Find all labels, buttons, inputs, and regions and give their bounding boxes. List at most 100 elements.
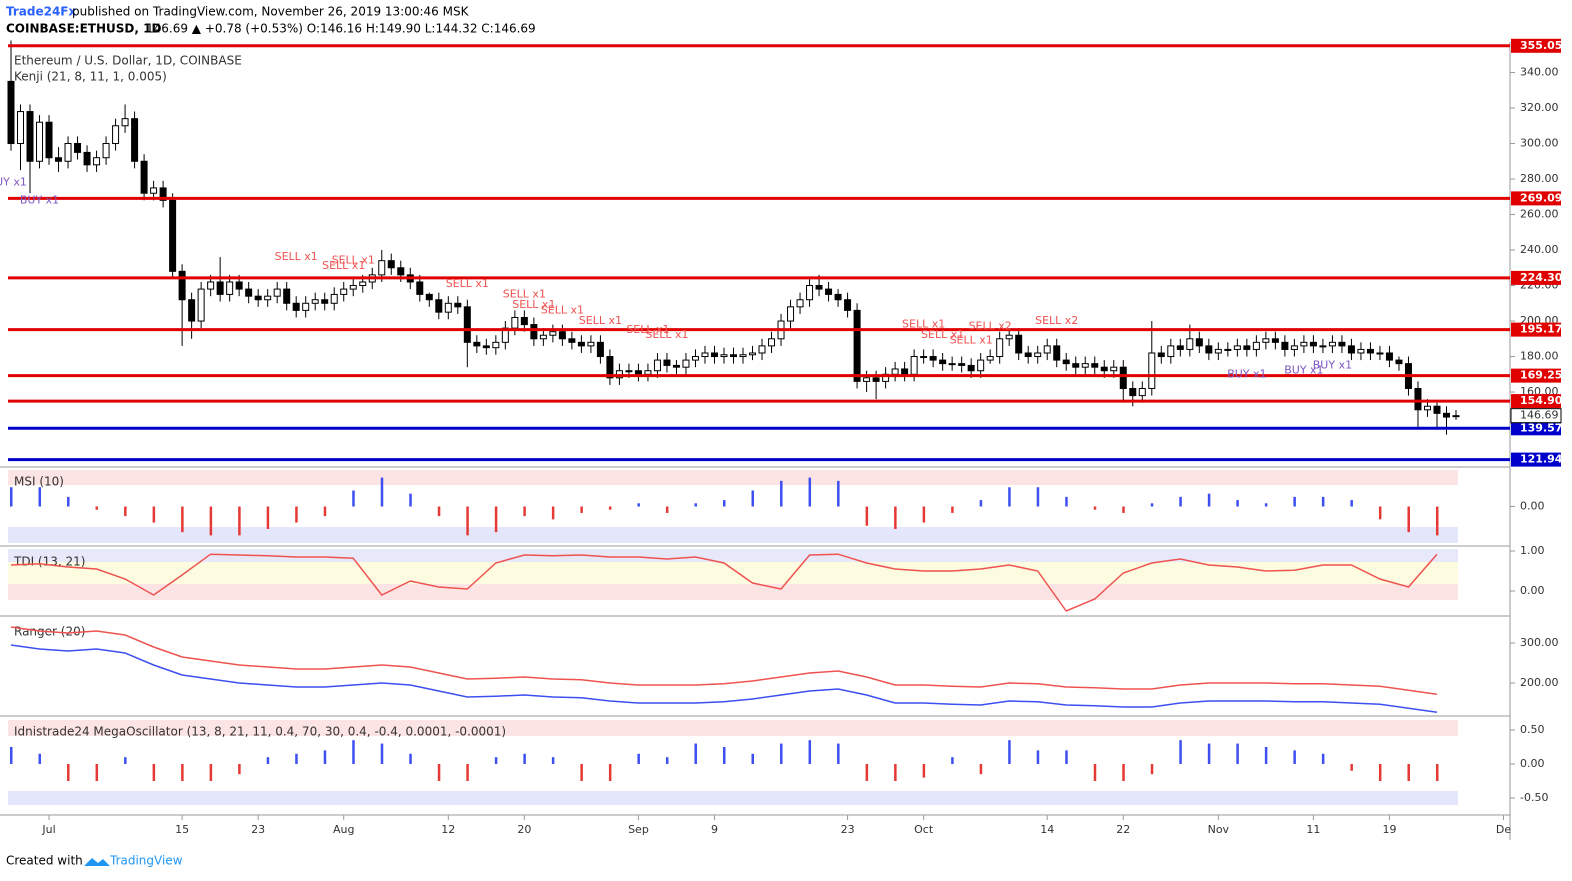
- candle-body: [653, 359, 661, 372]
- last-price: 146.69: [1520, 409, 1559, 422]
- candle-body: [1148, 352, 1156, 389]
- candle-body: [1281, 341, 1289, 350]
- level-tag: [1511, 394, 1561, 409]
- histogram-bar: [751, 490, 755, 507]
- candle-body: [672, 364, 680, 368]
- candle-body: [121, 118, 129, 127]
- histogram-bar: [951, 506, 954, 513]
- histogram-bar: [979, 763, 983, 775]
- candle-body: [1452, 415, 1460, 418]
- y-tick-label: 280.00: [1520, 172, 1559, 185]
- signal-label: BUY x1: [20, 193, 59, 206]
- x-tick-label: 23: [841, 823, 855, 836]
- histogram-bar: [865, 763, 869, 781]
- signal-label: SELL x1: [322, 259, 365, 272]
- level-label: 195.17: [1520, 323, 1562, 336]
- candle-body: [102, 143, 110, 159]
- level-tag: [1511, 421, 1561, 436]
- candle-body: [568, 338, 576, 343]
- histogram-bar: [238, 763, 241, 775]
- histogram-bar: [1065, 496, 1068, 507]
- candle-body: [1072, 363, 1080, 368]
- candle-body: [853, 309, 861, 382]
- candle-body: [663, 359, 671, 366]
- histogram-bar: [1093, 506, 1097, 510]
- mega-upper-band: [8, 720, 1458, 736]
- candle-body: [758, 345, 766, 354]
- histogram-bar: [780, 743, 783, 764]
- candle-body: [1385, 352, 1393, 361]
- candle-body: [283, 288, 291, 304]
- candle-body: [1091, 363, 1099, 368]
- histogram-bar: [608, 506, 612, 510]
- quote: 146.69 ▲ +0.78 (+0.53%) O:146.16 H:149.9…: [146, 22, 536, 36]
- signal-label: SELL x1: [902, 318, 945, 331]
- candle-body: [720, 354, 728, 358]
- histogram-bar: [837, 480, 840, 507]
- histogram-bar: [67, 496, 70, 507]
- histogram-bar: [1293, 750, 1296, 764]
- histogram-bar: [1093, 763, 1097, 781]
- candle-body: [967, 364, 975, 372]
- candle-body: [539, 334, 547, 340]
- signal-label: SELL x1: [579, 314, 622, 327]
- candle-body: [863, 377, 871, 382]
- candle-body: [150, 187, 158, 194]
- level-label: 269.09: [1520, 191, 1562, 204]
- signal-label: SELL x1: [645, 328, 688, 341]
- histogram-bar: [751, 753, 755, 764]
- y-tick-label: 320.00: [1520, 101, 1559, 114]
- histogram-bar: [437, 506, 441, 517]
- histogram-bar: [1407, 763, 1410, 781]
- histogram-bar: [979, 500, 983, 507]
- candle-body: [17, 111, 25, 145]
- pane-title: Ethereum / U.S. Dollar, 1D, COINBASE: [14, 54, 242, 68]
- histogram-bar: [1407, 506, 1410, 533]
- tradingview-logo: [84, 858, 110, 866]
- histogram-bar: [1435, 506, 1439, 536]
- candle-body: [359, 281, 367, 287]
- histogram-bar: [808, 740, 812, 764]
- signal-label: BUY x1: [1227, 367, 1266, 380]
- histogram-bar: [266, 506, 270, 529]
- histogram-bar: [551, 757, 555, 764]
- published: published on TradingView.com, November 2…: [72, 5, 470, 19]
- candle-body: [1290, 345, 1298, 350]
- candle-body: [235, 281, 243, 290]
- y-tick-label: 340.00: [1520, 66, 1559, 79]
- candle-body: [292, 302, 300, 311]
- histogram-bar: [922, 506, 926, 523]
- candle-body: [710, 352, 718, 358]
- tdi-upper-band: [8, 549, 1458, 562]
- histogram-bar: [808, 477, 812, 507]
- histogram-bar: [894, 506, 897, 529]
- histogram-bar: [95, 763, 99, 781]
- candle-body: [1053, 345, 1061, 361]
- histogram-bar: [152, 506, 156, 523]
- pane-title: Idnistrade24 MegaOscillator (13, 8, 21, …: [14, 725, 506, 739]
- candle-body: [64, 143, 72, 162]
- histogram-bar: [380, 477, 384, 507]
- y-tick-label: 300.00: [1520, 137, 1559, 150]
- histogram-bar: [551, 506, 555, 520]
- candle-body: [1195, 338, 1203, 347]
- candle-body: [682, 359, 690, 368]
- histogram-bar: [380, 743, 384, 764]
- histogram-bar: [1008, 487, 1011, 507]
- candle-body: [1015, 334, 1023, 354]
- histogram-bar: [608, 763, 612, 781]
- candle-body: [1034, 352, 1042, 358]
- histogram-bar: [266, 757, 270, 764]
- level-tag: [1511, 322, 1561, 337]
- histogram-bar: [38, 487, 42, 507]
- histogram-bar: [580, 506, 583, 513]
- candle-body: [169, 199, 177, 272]
- candle-body: [1300, 341, 1308, 347]
- histogram-bar: [1435, 763, 1439, 781]
- candle-body: [1233, 345, 1241, 350]
- level-label: 169.25: [1520, 369, 1562, 382]
- histogram-bar: [352, 490, 355, 507]
- candle-body: [112, 125, 120, 145]
- level-label: 224.30: [1520, 271, 1563, 284]
- candle-body: [691, 356, 699, 361]
